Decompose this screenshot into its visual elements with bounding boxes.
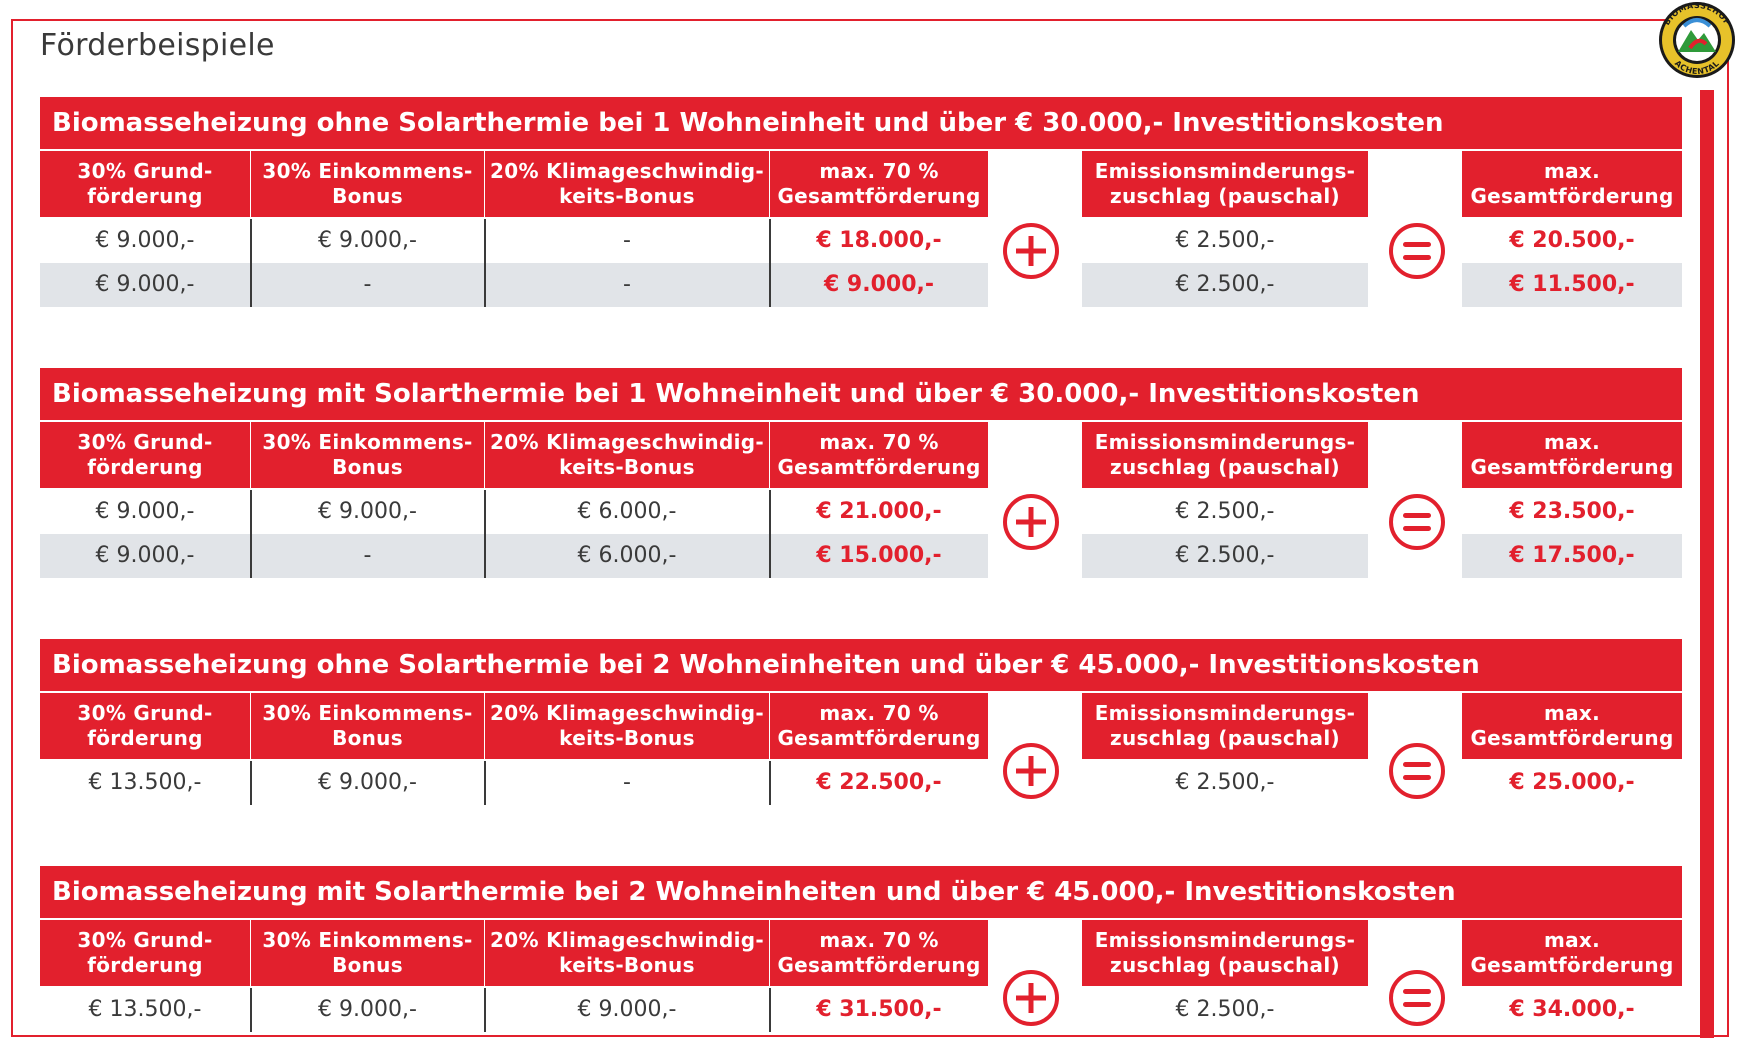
table-cell: € 9.000,- — [95, 499, 195, 524]
table-row: € 9.000,- - - € 9.000,- € 2.500,- € 11.500,- — [40, 263, 1682, 307]
table-cell: € 9.000,- — [770, 263, 988, 307]
plus-circle-icon — [1001, 221, 1061, 281]
header-max-gesamtfoerderung: max. Gesamtförderung — [1462, 693, 1682, 759]
table-cell: € 11.500,- — [1462, 263, 1682, 307]
equals-circle-icon — [1387, 968, 1447, 1028]
plus-circle-icon — [1001, 968, 1061, 1028]
section-title: Biomasseheizung ohne Solarthermie bei 2 … — [40, 639, 1682, 691]
header-grundfoerderung: 30% Grund-förderung — [40, 151, 250, 217]
table-cell: € 9.000,- — [318, 770, 417, 795]
biomassehof-logo-icon: BIOMASSEHOF ACHENTAL — [1648, 0, 1746, 80]
table-cell: - — [623, 228, 631, 253]
header-grundfoerderung: 30% Grund-förderung — [40, 920, 250, 986]
table-cell: € 2.500,- — [1082, 263, 1368, 307]
table-cell: € 25.000,- — [1509, 770, 1635, 795]
column-divider — [484, 219, 486, 307]
table-cell: € 31.500,- — [816, 997, 942, 1022]
table-cell: € 6.000,- — [485, 534, 769, 578]
header-max-70-gesamtfoerderung: max. 70 % Gesamtförderung — [770, 920, 988, 986]
funding-example-section: Biomasseheizung ohne Solarthermie bei 1 … — [40, 97, 1682, 307]
header-emissionsminderungszuschlag: Emissionsminderungs-zuschlag (pauschal) — [1082, 693, 1368, 759]
table-cell: € 2.500,- — [1175, 228, 1275, 253]
table-cell: € 9.000,- — [318, 499, 417, 524]
funding-example-section: Biomasseheizung mit Solarthermie bei 2 W… — [40, 866, 1682, 1032]
table-cell: € 9.000,- — [577, 997, 677, 1022]
header-emissionsminderungszuschlag: Emissionsminderungs-zuschlag (pauschal) — [1082, 422, 1368, 488]
column-divider — [769, 761, 771, 805]
table-cell: € 15.000,- — [770, 534, 988, 578]
table-cell: € 22.500,- — [816, 770, 942, 795]
header-emissionsminderungszuschlag: Emissionsminderungs-zuschlag (pauschal) — [1082, 151, 1368, 217]
table-cell: € 18.000,- — [816, 228, 942, 253]
table-cell: € 9.000,- — [40, 263, 250, 307]
header-max-gesamtfoerderung: max. Gesamtförderung — [1462, 422, 1682, 488]
table-cell: € 34.000,- — [1509, 997, 1635, 1022]
table-cell: - — [251, 263, 484, 307]
header-einkommens-bonus: 30% Einkommens- Bonus — [251, 151, 484, 217]
column-divider — [484, 490, 486, 578]
header-max-70-gesamtfoerderung: max. 70 % Gesamtförderung — [770, 422, 988, 488]
column-divider — [250, 219, 252, 307]
header-max-gesamtfoerderung: max. Gesamtförderung — [1462, 920, 1682, 986]
table-cell: € 9.000,- — [40, 534, 250, 578]
column-divider — [769, 988, 771, 1032]
plus-circle-icon — [1001, 492, 1061, 552]
section-title: Biomasseheizung mit Solarthermie bei 1 W… — [40, 368, 1682, 420]
header-klimageschwindigkeits-bonus: 20% Klimageschwindig-keits-Bonus — [485, 920, 769, 986]
column-divider — [250, 490, 252, 578]
column-divider — [769, 219, 771, 307]
table-cell: € 20.500,- — [1509, 228, 1635, 253]
table-cell: - — [251, 534, 484, 578]
table-cell: € 9.000,- — [318, 997, 417, 1022]
header-max-gesamtfoerderung: max. Gesamtförderung — [1462, 151, 1682, 217]
header-klimageschwindigkeits-bonus: 20% Klimageschwindig-keits-Bonus — [485, 151, 769, 217]
table-row: € 9.000,- € 9.000,- - € 18.000,- € 2.500,- € … — [40, 219, 1682, 263]
equals-circle-icon — [1387, 741, 1447, 801]
plus-circle-icon — [1001, 741, 1061, 801]
header-einkommens-bonus: 30% Einkommens- Bonus — [251, 422, 484, 488]
table-cell: € 23.500,- — [1509, 499, 1635, 524]
table-cell: € 13.500,- — [88, 770, 202, 795]
table-cell: € 17.500,- — [1462, 534, 1682, 578]
table-row: € 13.500,- € 9.000,- € 9.000,- € 31.500,- € … — [40, 988, 1682, 1032]
table-cell: - — [623, 770, 631, 795]
header-grundfoerderung: 30% Grund-förderung — [40, 422, 250, 488]
header-einkommens-bonus: 30% Einkommens- Bonus — [251, 693, 484, 759]
table-row: € 9.000,- € 9.000,- € 6.000,- € 21.000,- € 2… — [40, 490, 1682, 534]
column-divider — [484, 761, 486, 805]
header-grundfoerderung: 30% Grund-förderung — [40, 693, 250, 759]
header-einkommens-bonus: 30% Einkommens- Bonus — [251, 920, 484, 986]
page-title: Förderbeispiele — [40, 28, 275, 63]
table-cell: € 21.000,- — [816, 499, 942, 524]
column-divider — [484, 988, 486, 1032]
column-divider — [769, 490, 771, 578]
table-cell: - — [485, 263, 769, 307]
header-emissionsminderungszuschlag: Emissionsminderungs-zuschlag (pauschal) — [1082, 920, 1368, 986]
equals-circle-icon — [1387, 492, 1447, 552]
table-cell: € 9.000,- — [318, 228, 417, 253]
funding-example-section: Biomasseheizung mit Solarthermie bei 1 W… — [40, 368, 1682, 578]
header-max-70-gesamtfoerderung: max. 70 % Gesamtförderung — [770, 693, 988, 759]
table-cell: € 13.500,- — [88, 997, 202, 1022]
table-cell: € 6.000,- — [577, 499, 677, 524]
accent-bar — [1700, 90, 1714, 1038]
equals-circle-icon — [1387, 221, 1447, 281]
section-title: Biomasseheizung ohne Solarthermie bei 1 … — [40, 97, 1682, 149]
header-klimageschwindigkeits-bonus: 20% Klimageschwindig-keits-Bonus — [485, 693, 769, 759]
section-title: Biomasseheizung mit Solarthermie bei 2 W… — [40, 866, 1682, 918]
column-divider — [250, 988, 252, 1032]
column-divider — [250, 761, 252, 805]
table-cell: € 2.500,- — [1175, 499, 1275, 524]
table-cell: € 9.000,- — [95, 228, 195, 253]
funding-example-section: Biomasseheizung ohne Solarthermie bei 2 … — [40, 639, 1682, 805]
table-cell: € 2.500,- — [1082, 534, 1368, 578]
table-cell: € 2.500,- — [1175, 770, 1275, 795]
table-row: € 9.000,- - € 6.000,- € 15.000,- € 2.500,- € … — [40, 534, 1682, 578]
header-max-70-gesamtfoerderung: max. 70 % Gesamtförderung — [770, 151, 988, 217]
header-klimageschwindigkeits-bonus: 20% Klimageschwindig-keits-Bonus — [485, 422, 769, 488]
table-cell: € 2.500,- — [1175, 997, 1275, 1022]
table-row: € 13.500,- € 9.000,- - € 22.500,- € 2.500,- €… — [40, 761, 1682, 805]
